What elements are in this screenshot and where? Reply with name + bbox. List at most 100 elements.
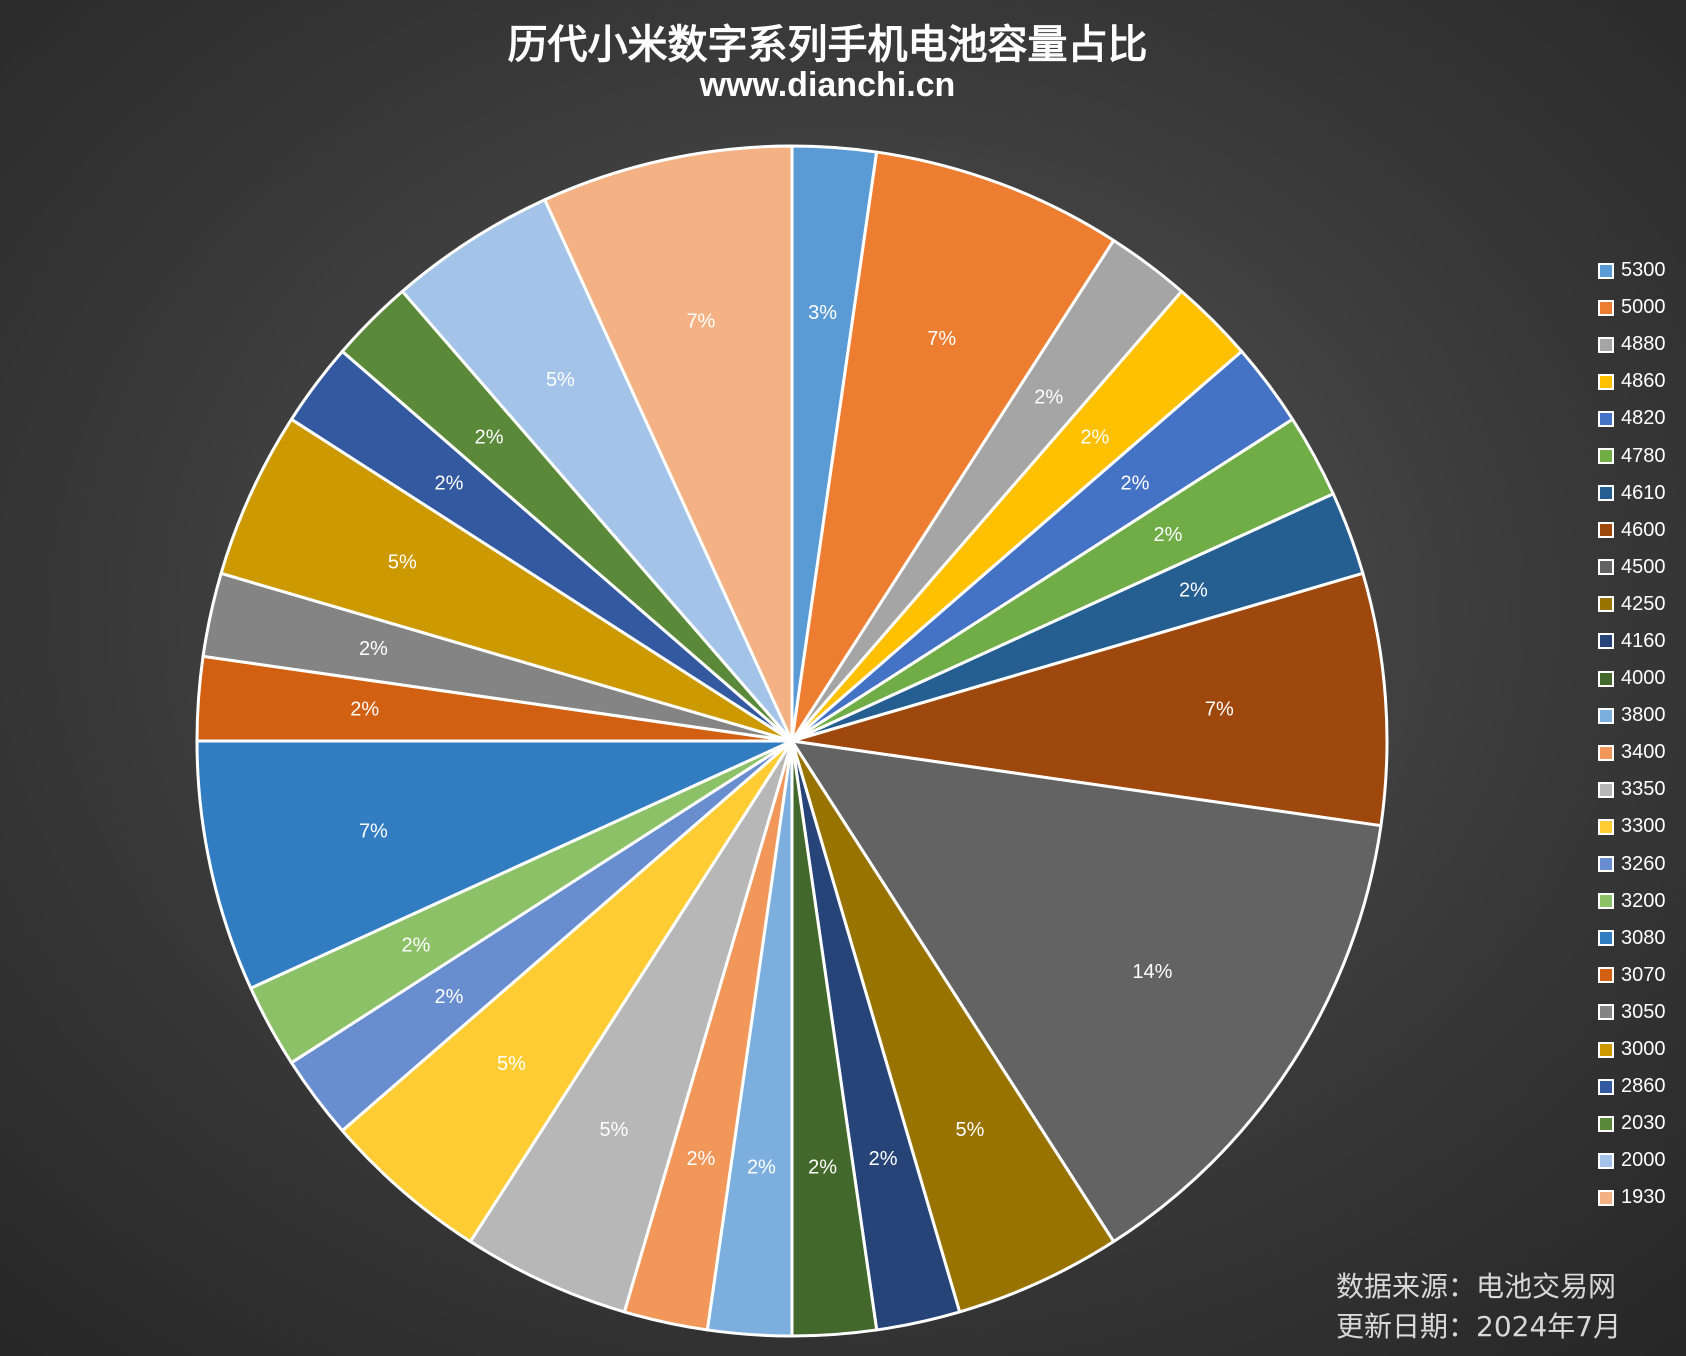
legend-label: 4780 — [1621, 444, 1666, 467]
legend-swatch — [1598, 373, 1614, 390]
legend-swatch — [1598, 1078, 1614, 1095]
pie-slice-4600 — [790, 571, 1389, 828]
legend-swatch — [1598, 856, 1614, 873]
legend-swatch — [1598, 410, 1614, 427]
pie-slice-3080 — [195, 739, 794, 990]
legend-item-3300: 3300 — [1598, 808, 1678, 845]
data-label-2030: 2% — [475, 426, 504, 448]
legend-item-3050: 3050 — [1598, 994, 1678, 1031]
pie-slice-4500 — [790, 739, 1383, 1244]
legend-label: 3200 — [1621, 889, 1666, 912]
legend-swatch — [1598, 559, 1614, 576]
pie-slices — [195, 144, 1389, 1338]
legend-item-4780: 4780 — [1598, 437, 1678, 474]
data-label-3400: 2% — [686, 1148, 715, 1170]
legend-item-3000: 3000 — [1598, 1031, 1678, 1068]
chart-legend: 5300 5000 4880 4860 4820 4780 4610 4600 4500 4250… — [1598, 252, 1678, 1216]
legend-label: 5300 — [1621, 259, 1666, 282]
legend-label: 4500 — [1621, 555, 1666, 578]
legend-item-2030: 2030 — [1598, 1105, 1678, 1142]
legend-swatch — [1598, 1152, 1614, 1169]
data-label-3260: 2% — [435, 986, 464, 1008]
legend-swatch — [1598, 596, 1614, 613]
legend-label: 4880 — [1621, 333, 1666, 356]
legend-swatch — [1598, 522, 1614, 539]
pie-slice-3350 — [468, 739, 794, 1314]
legend-label: 4860 — [1621, 370, 1666, 393]
legend-label: 3400 — [1621, 741, 1666, 764]
legend-label: 3000 — [1621, 1038, 1666, 1061]
data-label-3080: 7% — [359, 820, 388, 842]
legend-swatch — [1598, 893, 1614, 910]
data-label-4250: 5% — [956, 1119, 985, 1141]
legend-item-4250: 4250 — [1598, 586, 1678, 623]
data-label-3800: 2% — [747, 1157, 776, 1179]
legend-item-2860: 2860 — [1598, 1068, 1678, 1105]
legend-label: 3260 — [1621, 852, 1666, 875]
legend-label: 3050 — [1621, 1000, 1666, 1023]
data-label-4610: 2% — [1179, 580, 1208, 602]
data-label-4780: 2% — [1154, 524, 1183, 546]
legend-item-4160: 4160 — [1598, 623, 1678, 660]
updated-text: 更新日期：2024年7月 — [1336, 1310, 1622, 1343]
legend-label: 1930 — [1621, 1186, 1666, 1209]
legend-swatch — [1598, 1189, 1614, 1206]
data-label-4880: 2% — [1034, 386, 1063, 408]
legend-item-4880: 4880 — [1598, 326, 1678, 363]
legend-label: 2000 — [1621, 1149, 1666, 1172]
source-note: 数据来源：电池交易网 更新日期：2024年7月 — [1336, 1267, 1621, 1347]
data-label-4160: 2% — [869, 1148, 898, 1170]
legend-swatch — [1598, 1041, 1614, 1058]
chart-subtitle: www.dianchi.cn — [699, 66, 956, 104]
legend-item-3800: 3800 — [1598, 697, 1678, 734]
legend-swatch — [1598, 670, 1614, 687]
legend-swatch — [1598, 299, 1614, 316]
legend-item-2000: 2000 — [1598, 1142, 1678, 1179]
pie-slice-3300 — [340, 739, 794, 1244]
legend-item-5000: 5000 — [1598, 289, 1678, 326]
legend-item-3400: 3400 — [1598, 734, 1678, 771]
legend-label: 3350 — [1621, 778, 1666, 801]
data-label-4860: 2% — [1080, 426, 1109, 448]
legend-item-3200: 3200 — [1598, 883, 1678, 920]
legend-item-3350: 3350 — [1598, 771, 1678, 808]
data-label-4000: 2% — [808, 1157, 837, 1179]
legend-swatch — [1598, 448, 1614, 465]
source-text: 数据来源：电池交易网 — [1336, 1270, 1617, 1303]
pie-slice-1930 — [543, 144, 794, 743]
legend-item-5300: 5300 — [1598, 252, 1678, 289]
legend-swatch — [1598, 633, 1614, 650]
legend-swatch — [1598, 967, 1614, 984]
data-label-3070: 2% — [350, 699, 379, 721]
legend-label: 4000 — [1621, 667, 1666, 690]
data-label-5000: 7% — [927, 328, 956, 350]
legend-label: 4600 — [1621, 518, 1666, 541]
legend-swatch — [1598, 485, 1614, 502]
chart-title: 历代小米数字系列手机电池容量占比 — [507, 22, 1148, 68]
legend-label: 3080 — [1621, 926, 1666, 949]
legend-item-4000: 4000 — [1598, 660, 1678, 697]
pie-slice-2000 — [400, 198, 794, 743]
legend-label: 4610 — [1621, 481, 1666, 504]
data-label-3050: 2% — [359, 638, 388, 660]
data-label-3000: 5% — [388, 551, 417, 573]
data-label-4600: 7% — [1205, 699, 1234, 721]
legend-swatch — [1598, 262, 1614, 279]
pie-slice-4250 — [790, 739, 1116, 1314]
data-label-1930: 7% — [686, 311, 715, 333]
legend-item-4610: 4610 — [1598, 475, 1678, 512]
legend-item-4600: 4600 — [1598, 512, 1678, 549]
legend-item-3080: 3080 — [1598, 920, 1678, 957]
pie-data-labels: 3% 7% 2% 2% 2% 2% 2% 7% 14% 5% 2% 2% 2% 2% 5% 5% 2% 2% 7% 2… — [350, 302, 1234, 1179]
legend-label: 4820 — [1621, 407, 1666, 430]
data-label-5300: 3% — [808, 302, 837, 324]
legend-swatch — [1598, 818, 1614, 835]
data-label-4820: 2% — [1121, 473, 1150, 495]
pie-slice-5000 — [790, 150, 1116, 743]
pie-slice-3000 — [219, 417, 794, 743]
legend-swatch — [1598, 1004, 1614, 1021]
legend-swatch — [1598, 930, 1614, 947]
legend-item-4500: 4500 — [1598, 549, 1678, 586]
data-label-2000: 5% — [546, 369, 575, 391]
